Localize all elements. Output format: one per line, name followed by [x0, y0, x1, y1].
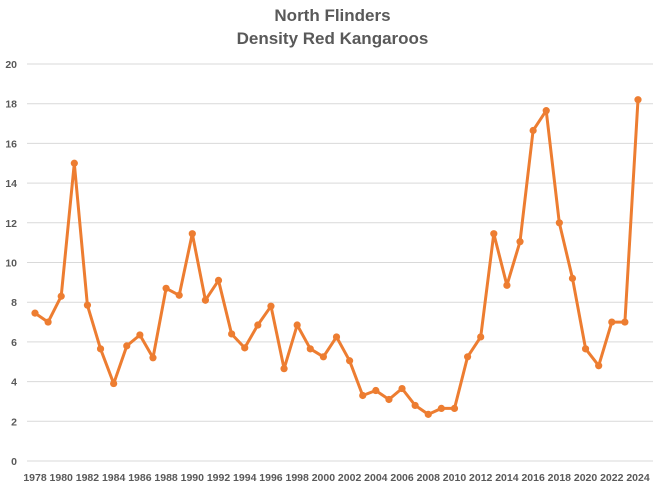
x-tick-label: 1978 — [23, 472, 47, 484]
data-point — [214, 276, 223, 284]
data-point — [555, 219, 563, 227]
x-tick-label: 2008 — [417, 472, 441, 484]
data-point — [346, 357, 354, 365]
data-point — [490, 230, 498, 238]
data-point — [57, 292, 65, 300]
data-point — [254, 321, 262, 329]
data-series — [31, 96, 642, 418]
data-point — [424, 410, 432, 418]
x-tick-label: 1986 — [128, 472, 152, 484]
data-point — [306, 345, 314, 353]
data-point — [136, 331, 144, 339]
data-point — [123, 342, 131, 350]
data-point — [516, 238, 524, 246]
y-tick-label: 18 — [5, 99, 17, 111]
y-tick-label: 4 — [11, 377, 17, 389]
chart-title-line2: Density Red Kangaroos — [236, 29, 429, 48]
data-point — [581, 345, 590, 353]
x-tick-label: 1984 — [102, 472, 126, 484]
x-tick-label: 2014 — [495, 472, 519, 484]
x-tick-label: 2006 — [390, 472, 414, 484]
x-tick-label: 1990 — [181, 472, 205, 484]
y-tick-label: 12 — [5, 218, 17, 230]
data-point — [70, 159, 78, 167]
data-point — [201, 296, 210, 304]
y-tick-label: 20 — [5, 59, 17, 71]
y-tick-label: 2 — [11, 416, 17, 428]
y-tick-label: 16 — [5, 138, 17, 150]
data-point — [162, 284, 170, 292]
data-point — [83, 301, 92, 309]
data-point — [267, 302, 275, 310]
data-point — [293, 321, 301, 329]
data-point — [332, 333, 341, 341]
x-tick-label: 2018 — [548, 472, 572, 484]
x-tick-label: 2010 — [443, 472, 467, 484]
y-tick-label: 10 — [5, 258, 17, 270]
data-point — [503, 281, 511, 289]
data-point — [110, 379, 118, 388]
data-point — [188, 230, 196, 238]
data-point — [634, 96, 642, 104]
x-tick-label: 1988 — [154, 472, 178, 484]
data-point — [463, 353, 472, 361]
data-point — [372, 386, 380, 395]
data-point — [280, 365, 288, 373]
data-point — [398, 384, 406, 393]
series-line — [34, 99, 640, 416]
x-axis-labels: 1978 1980 1982 1984 1986 1988 1990 1992 1994 1996… — [23, 472, 650, 484]
x-tick-label: 2000 — [312, 472, 336, 484]
data-point — [31, 309, 39, 317]
x-tick-label: 2020 — [574, 472, 598, 484]
data-point — [437, 404, 445, 412]
x-tick-label: 1994 — [233, 472, 257, 484]
x-tick-label: 2024 — [626, 472, 650, 484]
x-tick-label: 1996 — [259, 472, 283, 484]
chart-title-line1: North Flinders — [274, 6, 391, 25]
data-point — [450, 404, 459, 412]
data-point — [228, 330, 236, 338]
y-tick-label: 6 — [11, 337, 17, 349]
x-tick-label: 1982 — [76, 472, 100, 484]
x-tick-label: 2004 — [364, 472, 388, 484]
data-point — [595, 362, 603, 370]
x-tick-label: 1980 — [50, 472, 74, 484]
data-point — [359, 391, 367, 400]
y-tick-label: 0 — [11, 456, 17, 468]
data-point — [542, 107, 550, 115]
y-tick-label: 8 — [11, 297, 17, 309]
x-tick-label: 2022 — [600, 472, 624, 484]
y-axis-labels: 0 2 4 6 8 10 12 14 16 18 20 — [5, 59, 17, 468]
data-point — [529, 126, 537, 135]
data-point — [411, 401, 419, 410]
data-point — [175, 291, 183, 299]
chart-title: North Flinders Density Red Kangaroos — [0, 4, 665, 50]
data-point — [621, 318, 629, 326]
data-point — [608, 318, 616, 326]
data-point — [241, 344, 249, 352]
gridlines — [27, 63, 653, 462]
data-point — [477, 333, 485, 341]
data-point — [385, 395, 393, 404]
x-tick-label: 1998 — [285, 472, 309, 484]
data-point — [319, 353, 327, 361]
data-point — [149, 354, 157, 362]
data-point — [96, 345, 105, 353]
y-tick-label: 14 — [5, 178, 17, 190]
x-tick-label: 2002 — [338, 472, 362, 484]
data-point — [568, 274, 577, 282]
x-tick-label: 2016 — [521, 472, 545, 484]
x-tick-label: 1992 — [207, 472, 231, 484]
data-point — [44, 318, 52, 326]
x-tick-label: 2012 — [469, 472, 493, 484]
